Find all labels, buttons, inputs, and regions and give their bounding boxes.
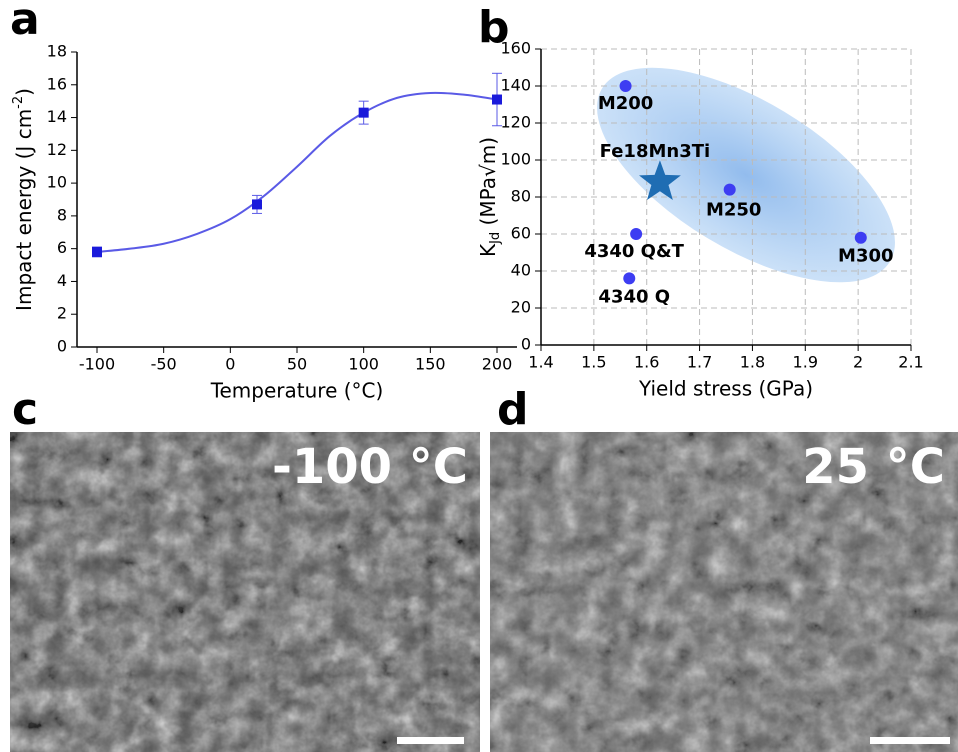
y-tick-label: 80	[511, 187, 531, 206]
y-tick-label: 60	[511, 224, 531, 243]
data-point	[630, 228, 642, 240]
x-tick-label: 1.4	[528, 353, 553, 372]
x-tick-label: 1.5	[581, 353, 606, 372]
y-axis-title-part: -2	[11, 96, 26, 109]
y-tick-label: 0	[521, 335, 531, 354]
y-tick-label: 18	[47, 42, 67, 61]
x-tick-label: -50	[151, 355, 177, 374]
point-label: M250	[706, 200, 762, 221]
point-label: M300	[838, 246, 894, 267]
y-tick-label: 140	[500, 76, 531, 95]
fit-curve	[97, 93, 497, 252]
x-tick-label: 50	[287, 355, 307, 374]
y-tick-label: 4	[57, 271, 67, 290]
point-label: M200	[598, 93, 654, 114]
x-tick-label: 100	[348, 355, 379, 374]
y-axis-title: KJd (MPa√m)	[476, 137, 503, 257]
x-tick-label: 200	[482, 355, 513, 374]
y-axis-title-part: Jd	[488, 232, 503, 245]
image-label: 25 °C	[802, 439, 945, 495]
y-tick-label: 16	[47, 74, 67, 93]
data-point	[492, 95, 502, 105]
data-point	[252, 199, 262, 209]
y-tick-label: 6	[57, 238, 67, 257]
data-point	[620, 80, 632, 92]
y-tick-label: 20	[511, 298, 531, 317]
x-tick-label: -100	[79, 355, 115, 374]
shaded-region	[564, 25, 928, 325]
x-tick-label: 2.1	[898, 353, 923, 372]
data-point	[855, 232, 867, 244]
x-tick-label: 1.9	[793, 353, 818, 372]
data-point	[359, 108, 369, 118]
scale-bar	[397, 737, 464, 744]
y-tick-label: 2	[57, 304, 67, 323]
y-tick-label: 100	[500, 150, 531, 169]
y-axis-title-part: (MPa√m)	[476, 137, 500, 232]
y-axis-title-part: K	[476, 243, 500, 257]
y-tick-label: 14	[47, 107, 67, 126]
panel-label: d	[497, 384, 529, 435]
data-point	[92, 247, 102, 257]
point-label: 4340 Q&T	[584, 241, 684, 262]
x-tick-label: 1.7	[687, 353, 712, 372]
point-label: 4340 Q	[598, 286, 670, 307]
data-point	[724, 184, 736, 196]
x-axis-title: Temperature (°C)	[210, 379, 384, 403]
point-label: Fe18Mn3Ti	[600, 141, 711, 162]
x-tick-label: 0	[225, 355, 235, 374]
y-tick-label: 10	[47, 173, 67, 192]
y-tick-label: 0	[57, 337, 67, 356]
y-tick-label: 160	[500, 39, 531, 58]
y-axis-title: Impact energy (J cm-2)	[11, 88, 36, 311]
y-axis-title-part: Impact energy (J cm	[12, 109, 36, 311]
x-tick-label: 2	[853, 353, 863, 372]
data-point	[623, 272, 635, 284]
panel-label: c	[12, 384, 38, 435]
panel-label: a	[10, 0, 40, 45]
x-tick-label: 1.6	[634, 353, 659, 372]
y-tick-label: 40	[511, 261, 531, 280]
y-axis-title-part: )	[12, 88, 36, 96]
image-label: -100 °C	[272, 439, 468, 495]
x-axis-title: Yield stress (GPa)	[638, 377, 813, 401]
y-tick-label: 12	[47, 140, 67, 159]
y-tick-label: 120	[500, 113, 531, 132]
x-tick-label: 1.8	[740, 353, 765, 372]
x-tick-label: 150	[415, 355, 446, 374]
scale-bar	[870, 737, 950, 744]
figure: -100 °C 25 °C a b c d 024681012141618-10…	[0, 0, 958, 752]
y-tick-label: 8	[57, 205, 67, 224]
